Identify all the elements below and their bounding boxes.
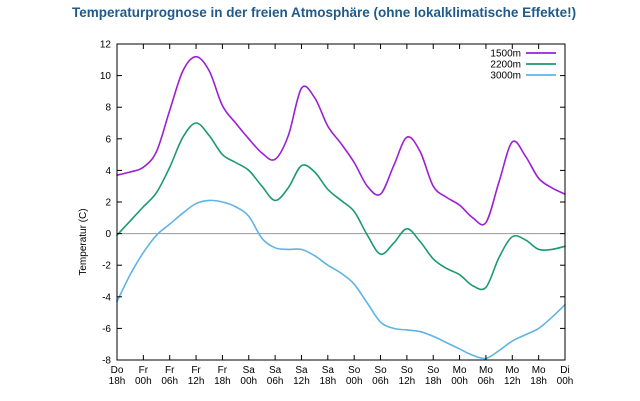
x-tick-hour-label: 12h [293, 376, 310, 387]
x-tick-hour-label: 00h [135, 376, 152, 387]
x-tick-hour-label: 00h [557, 376, 574, 387]
series-line-1500m [116, 55, 566, 226]
y-tick-label: -2 [102, 261, 111, 272]
x-tick-day-label: Sa [295, 365, 308, 376]
y-tick-label: 8 [105, 103, 111, 114]
y-tick-label: -8 [102, 356, 111, 367]
x-tick-hour-label: 18h [319, 376, 336, 387]
x-tick-hour-label: 00h [451, 376, 468, 387]
x-tick-day-label: Di [560, 365, 569, 376]
x-tick-day-label: So [427, 365, 440, 376]
legend-label-3000m: 3000m [490, 71, 521, 82]
x-tick-day-label: So [348, 365, 361, 376]
y-tick-label: -4 [102, 292, 111, 303]
x-tick-hour-label: 12h [188, 376, 205, 387]
x-tick-day-label: Sa [269, 365, 282, 376]
x-tick-day-label: Mo [479, 365, 493, 376]
y-tick-label: 12 [100, 40, 112, 51]
x-tick-hour-label: 18h [530, 376, 547, 387]
x-tick-day-label: Do [111, 365, 124, 376]
x-tick-hour-label: 12h [504, 376, 521, 387]
x-tick-hour-label: 12h [399, 376, 416, 387]
y-tick-label: 10 [100, 71, 112, 82]
x-tick-hour-label: 06h [267, 376, 284, 387]
x-tick-day-label: Sa [322, 365, 335, 376]
x-tick-day-label: Fr [191, 365, 201, 376]
x-tick-hour-label: 18h [425, 376, 442, 387]
y-tick-label: 0 [105, 229, 111, 240]
x-tick-day-label: Sa [243, 365, 256, 376]
chart-title: Temperaturprognose in der freien Atmosph… [72, 5, 577, 20]
series-layer [116, 55, 566, 360]
y-axis-label: Temperatur (C) [78, 208, 89, 275]
x-tick-hour-label: 00h [346, 376, 363, 387]
legend-label-1500m: 1500m [490, 49, 521, 60]
x-tick-day-label: Mo [453, 365, 467, 376]
x-tick-day-label: Mo [505, 365, 519, 376]
x-tick-day-label: Fr [165, 365, 175, 376]
plot-frame [116, 43, 566, 361]
x-tick-hour-label: 18h [109, 376, 126, 387]
x-tick-hour-label: 00h [240, 376, 257, 387]
x-tick-day-label: Mo [532, 365, 546, 376]
x-tick-day-label: So [401, 365, 414, 376]
y-tick-label: -6 [102, 324, 111, 335]
series-line-3000m [116, 199, 566, 360]
y-tick-label: 2 [105, 198, 111, 209]
y-tick-label: 6 [105, 134, 111, 145]
x-tick-day-label: So [374, 365, 387, 376]
x-tick-hour-label: 06h [372, 376, 389, 387]
x-tick-day-label: Fr [139, 365, 149, 376]
y-tick-label: 4 [105, 166, 111, 177]
x-tick-hour-label: 06h [161, 376, 178, 387]
legend-label-2200m: 2200m [490, 60, 521, 71]
x-tick-hour-label: 06h [478, 376, 495, 387]
series-line-2200m [116, 122, 566, 291]
x-tick-hour-label: 18h [214, 376, 231, 387]
x-tick-day-label: Fr [218, 365, 228, 376]
ticks-layer: -8-6-4-2024681012Do18hFr00hFr06hFr12hFr1… [100, 40, 573, 388]
